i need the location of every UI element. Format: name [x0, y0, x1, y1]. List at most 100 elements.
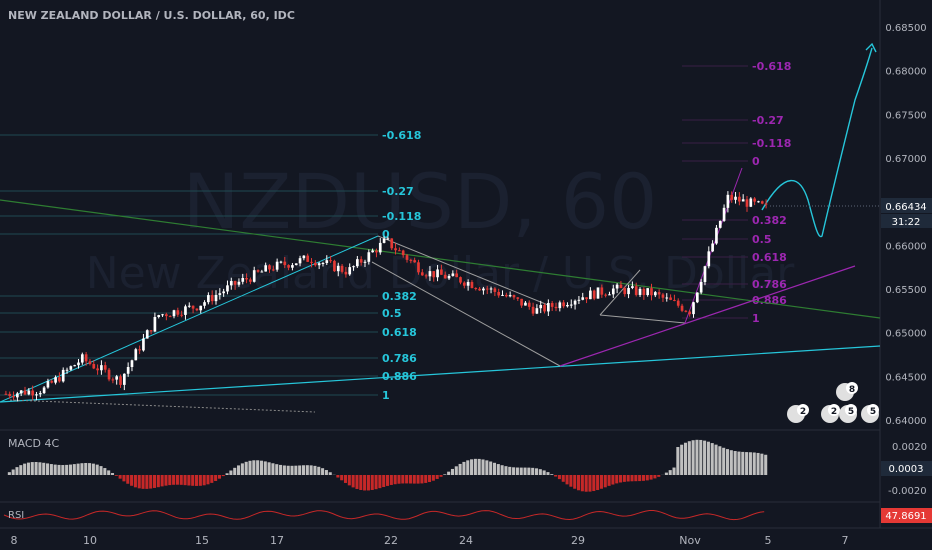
candle-body	[352, 266, 355, 268]
candle-body	[119, 376, 122, 385]
macd-bar	[26, 462, 30, 475]
macd-bar	[592, 475, 596, 492]
candle-body	[245, 277, 248, 280]
candle-body	[508, 295, 512, 297]
event-badge-flag-2[interactable]: 2	[787, 404, 809, 423]
channel-bottom[interactable]	[371, 261, 561, 367]
candle-body	[294, 263, 298, 266]
candle-body	[631, 286, 634, 288]
candle-body	[42, 387, 46, 394]
fib-retracement-left[interactable]: -0.618-0.27-0.11800.3820.50.6180.7860.88…	[0, 129, 421, 402]
candle-body	[84, 354, 88, 362]
rsi-label[interactable]: RSI	[8, 510, 24, 521]
macd-bar	[172, 475, 176, 485]
macd-bar	[152, 475, 157, 488]
candle-body	[359, 259, 363, 263]
candle-body	[165, 314, 168, 317]
macd-bar	[687, 441, 691, 475]
price-tick-label: 0.68500	[885, 23, 926, 34]
trendline-dotted[interactable]	[9, 399, 316, 413]
macd-bar	[267, 462, 271, 475]
candle-body	[394, 248, 397, 251]
time-tick-label: 8	[11, 534, 18, 547]
macd-bar	[233, 467, 237, 475]
macd-label[interactable]: MACD 4C	[8, 437, 59, 450]
macd-bar	[397, 475, 401, 484]
macd-bar	[80, 463, 84, 475]
wedge-bottom[interactable]	[599, 314, 686, 324]
macd-bar	[84, 462, 88, 475]
fib-retracement-right[interactable]: -0.618 -0.27 -0.118 0 0.382 0.5 0.618 0.786 0.88…	[682, 60, 791, 325]
fib-left-level-label: 0	[382, 228, 390, 241]
candle-body	[485, 288, 489, 290]
candle-body	[100, 365, 103, 371]
candle-body	[436, 269, 439, 278]
macd-bar	[42, 462, 46, 475]
candle-body	[398, 250, 401, 252]
macd-bar	[599, 475, 603, 489]
candle-body	[611, 288, 615, 295]
candle-body	[703, 266, 707, 282]
candle-body	[275, 261, 279, 270]
event-badges[interactable]: 8 2 2 5 5	[787, 382, 879, 423]
candle-body	[229, 281, 233, 286]
macd-bar	[710, 443, 714, 475]
macd-bar	[126, 475, 130, 484]
macd-bar	[577, 475, 581, 491]
price-tick-label: 0.64000	[885, 416, 926, 427]
macd-bar	[462, 461, 466, 475]
macd-bar	[68, 464, 72, 475]
macd-bar	[752, 452, 756, 475]
event-badge-flag-3[interactable]: 2	[821, 404, 840, 423]
macd-bar	[691, 440, 695, 475]
trendline-green[interactable]	[0, 199, 881, 319]
macd-bar	[542, 470, 546, 475]
macd-bar	[527, 467, 531, 475]
macd-bar	[416, 475, 420, 484]
candle-body	[459, 277, 462, 283]
macd-bar	[523, 467, 527, 475]
macd-bar	[321, 468, 325, 475]
candle-body	[447, 275, 451, 279]
macd-bar	[351, 475, 355, 488]
macd-bar	[130, 475, 134, 486]
projection-path[interactable]	[761, 47, 873, 238]
macd-bar	[30, 462, 34, 475]
event-badge-flag-1[interactable]: 8	[836, 382, 858, 401]
candle-body	[684, 310, 688, 312]
macd-bar	[519, 467, 523, 475]
macd-bar	[221, 475, 225, 477]
macd-bar	[210, 475, 214, 483]
candle-body	[539, 305, 543, 309]
macd-bar	[550, 474, 554, 475]
candle-body	[669, 297, 672, 300]
candle-body	[718, 220, 722, 228]
channel-top[interactable]	[377, 235, 549, 306]
macd-bar	[534, 468, 539, 475]
macd-bar	[745, 452, 749, 475]
candle-body	[489, 288, 493, 290]
time-axis[interactable]: 8 10 15 17 22 24 29 Nov 5 7	[11, 534, 849, 547]
macd-bar	[760, 453, 764, 475]
macd-bar	[401, 475, 405, 484]
candle-body	[673, 299, 676, 301]
candle-body	[149, 330, 153, 332]
time-tick-label: 5	[765, 534, 772, 547]
event-badge-flag-4[interactable]: 5	[839, 404, 857, 423]
macd-bar	[596, 475, 600, 491]
trendline-purple[interactable]	[559, 265, 856, 367]
macd-bar	[569, 475, 573, 487]
macd-bar	[496, 464, 500, 475]
macd-bar	[256, 460, 260, 475]
macd-bar	[183, 475, 187, 486]
macd-bar	[19, 465, 23, 475]
event-badge-flag-5[interactable]: 5	[861, 404, 879, 423]
wedge-top[interactable]	[599, 269, 641, 316]
macd-bar	[217, 475, 221, 479]
macd-bar	[103, 468, 107, 475]
trendline-cyan-support[interactable]	[0, 345, 881, 403]
macd-bar	[466, 460, 470, 475]
candle-body	[157, 315, 161, 318]
